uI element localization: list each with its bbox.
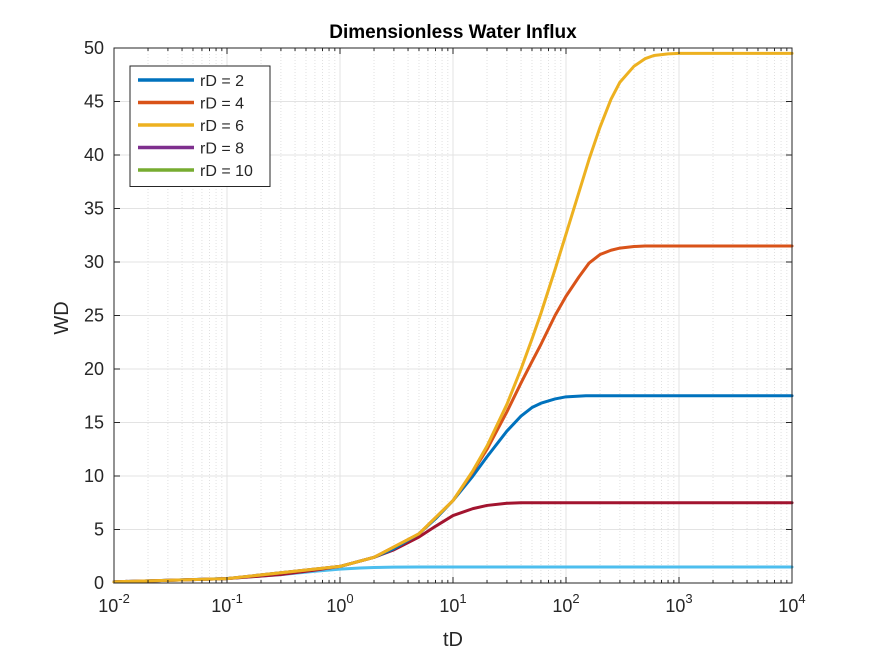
y-tick-label: 5: [94, 520, 104, 540]
x-axis-label: tD: [443, 629, 463, 651]
ticks-layer: [113, 47, 793, 584]
y-tick-label: 20: [84, 359, 104, 379]
y-tick-label: 0: [94, 573, 104, 593]
x-tick-label: 100: [326, 591, 353, 616]
x-tick-label: 104: [778, 591, 805, 616]
legend-label: rD = 10: [200, 163, 253, 180]
legend-label: rD = 8: [200, 141, 244, 158]
legend-label: rD = 4: [200, 96, 244, 113]
x-tick-labels: 10-2 10-1 100 101 102 103 104: [98, 591, 805, 616]
x-tick-label: 10-1: [211, 591, 243, 616]
y-tick-label: 30: [84, 252, 104, 272]
y-tick-label: 50: [84, 38, 104, 58]
y-tick-label: 25: [84, 306, 104, 326]
y-tick-label: 35: [84, 199, 104, 219]
legend: rD = 2 rD = 4 rD = 6 rD = 8 rD = 10: [129, 65, 271, 187]
series-layer: [112, 51, 794, 584]
y-tick-labels: 0 5 10 15 20 25 30 35 40 45 50: [84, 38, 104, 593]
legend-label: rD = 2: [200, 73, 244, 90]
y-tick-label: 10: [84, 466, 104, 486]
chart-title: Dimensionless Water Influx: [329, 22, 577, 43]
series-line: [112, 51, 794, 584]
x-tick-label: 103: [665, 591, 692, 616]
y-tick-label: 15: [84, 413, 104, 433]
y-tick-label: 45: [84, 92, 104, 112]
y-axis-label: WD: [51, 301, 73, 334]
x-tick-label: 102: [552, 591, 579, 616]
y-tick-label: 40: [84, 145, 104, 165]
legend-label: rD = 6: [200, 118, 244, 135]
x-tick-label: 10-2: [98, 591, 130, 616]
x-tick-label: 101: [439, 591, 466, 616]
